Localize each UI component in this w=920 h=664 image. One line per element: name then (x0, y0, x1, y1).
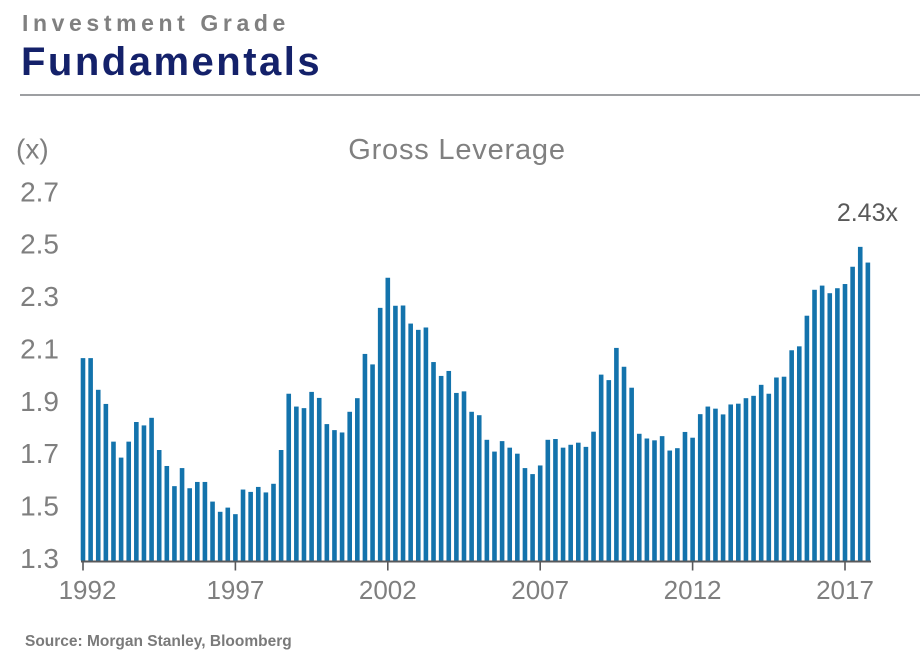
svg-text:2007: 2007 (511, 575, 569, 605)
svg-text:1.3: 1.3 (20, 543, 59, 574)
svg-text:Gross Leverage: Gross Leverage (348, 134, 566, 166)
svg-text:1997: 1997 (206, 575, 264, 605)
svg-text:1.5: 1.5 (20, 491, 59, 522)
svg-text:1.9: 1.9 (20, 386, 59, 417)
svg-text:Source: Morgan Stanley, Bloomb: Source: Morgan Stanley, Bloomberg (25, 633, 292, 650)
svg-text:2.7: 2.7 (20, 176, 59, 207)
svg-text:2002: 2002 (359, 575, 417, 605)
svg-text:2.5: 2.5 (20, 229, 59, 260)
svg-text:2.3: 2.3 (20, 281, 59, 312)
svg-text:2017: 2017 (816, 575, 874, 605)
svg-text:2012: 2012 (664, 575, 722, 605)
svg-text:1992: 1992 (59, 575, 117, 605)
svg-text:2.43x: 2.43x (837, 199, 899, 227)
svg-text:1.7: 1.7 (20, 438, 59, 469)
svg-text:2.1: 2.1 (20, 334, 59, 365)
svg-text:(x): (x) (16, 134, 49, 165)
